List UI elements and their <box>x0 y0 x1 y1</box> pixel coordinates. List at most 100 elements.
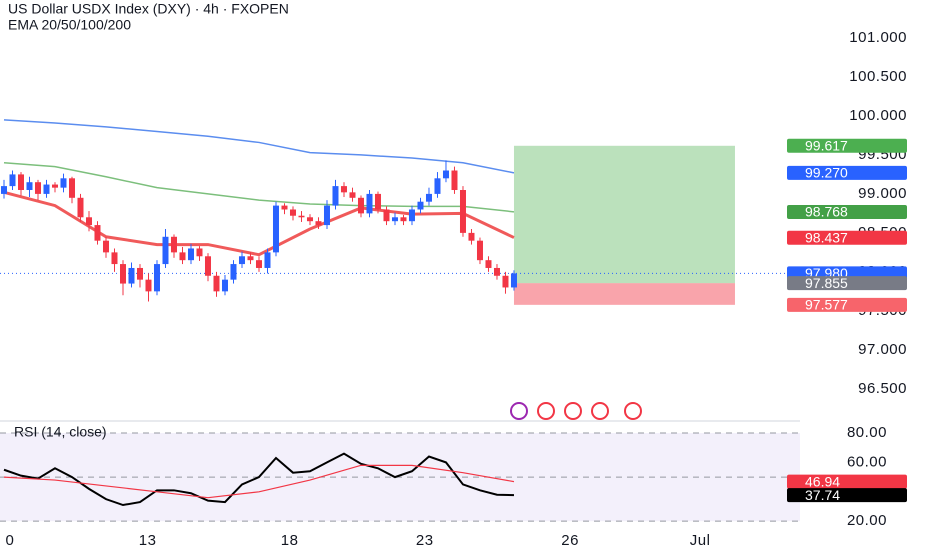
rsi-tick-label: 80.00 <box>847 424 887 441</box>
icon <box>564 402 582 420</box>
price-label: 99.617 <box>805 137 848 153</box>
candle-body <box>306 217 313 222</box>
x-tick-label: 18 <box>281 532 299 549</box>
target-zone <box>513 145 735 284</box>
candle-body <box>349 192 356 198</box>
candle-body <box>510 273 517 288</box>
candle-body <box>281 205 288 210</box>
candle-body <box>425 193 432 202</box>
candle-body <box>264 252 271 268</box>
icon <box>537 402 555 420</box>
candle-body <box>451 170 458 191</box>
candle-body <box>170 236 177 253</box>
candle-body <box>238 256 245 265</box>
candle-body <box>187 248 194 261</box>
stop-zone <box>513 283 735 305</box>
candle-body <box>391 217 398 222</box>
price-label: 98.437 <box>805 229 848 245</box>
candle-body <box>145 279 152 292</box>
candle-body <box>383 209 390 222</box>
candle-body <box>434 178 441 194</box>
rsi-label-box <box>787 474 907 489</box>
rsi-label: 46.94 <box>805 473 840 489</box>
x-tick-label: 26 <box>561 532 579 549</box>
candle-body <box>213 275 220 292</box>
candle-body <box>374 193 381 210</box>
candle-body <box>366 193 373 214</box>
candle-body <box>111 252 118 265</box>
ema-line <box>3 119 515 174</box>
chart-subtitle: EMA 20/50/100/200 <box>8 17 131 33</box>
candle-body <box>400 217 407 222</box>
rsi-label-box <box>787 488 907 503</box>
candle-body <box>357 197 364 214</box>
candle-body <box>493 267 500 276</box>
candle-body <box>94 225 101 241</box>
price-label-box <box>787 230 907 245</box>
candle-body <box>230 264 237 280</box>
candle-body <box>442 170 449 179</box>
rsi-pane <box>0 432 800 522</box>
candle-body <box>272 205 279 253</box>
candle-body <box>247 256 254 261</box>
candle-body <box>51 184 58 188</box>
rsi-label: 37.74 <box>805 487 840 503</box>
rsi-tick-label: 20.00 <box>847 512 887 529</box>
candle-body <box>85 217 92 226</box>
candle-body <box>179 252 186 261</box>
candle-body <box>298 215 305 218</box>
icon <box>624 402 642 420</box>
rsi-tick-label: 60.00 <box>847 453 887 470</box>
price-label: 97.577 <box>805 297 848 313</box>
price-label-box <box>787 204 907 219</box>
x-tick-label: Jul <box>690 532 711 549</box>
candle-body <box>0 186 7 194</box>
candle-body <box>289 209 296 216</box>
candle-body <box>43 184 50 194</box>
candle-body <box>17 174 24 191</box>
candle-body <box>162 236 169 265</box>
candle-body <box>417 201 424 210</box>
rsi-line <box>3 464 515 499</box>
candle-body <box>153 264 160 292</box>
candle-body <box>136 267 143 280</box>
indicator-icons <box>510 402 642 420</box>
candle-body <box>128 267 135 284</box>
price-label-box <box>787 276 907 291</box>
y-tick-label: 97.000 <box>858 341 907 358</box>
y-tick-label: 99.000 <box>858 185 907 202</box>
chart-title: US Dollar USDX Index (DXY) · 4h · FXOPEN <box>8 1 289 17</box>
candle-body <box>204 256 211 276</box>
x-tick-label: 23 <box>416 532 434 549</box>
ema-line <box>3 161 515 213</box>
candle-body <box>77 197 84 218</box>
candle-body <box>26 182 33 191</box>
candle-body <box>340 186 347 193</box>
candle-body <box>408 209 415 222</box>
y-tick-label: 100.500 <box>849 68 907 85</box>
x-tick-label: 13 <box>139 532 157 549</box>
candle-body <box>485 260 492 268</box>
candle-body <box>332 186 339 206</box>
rsi-title: RSI (14, close) <box>14 424 107 440</box>
candle-body <box>102 240 109 253</box>
candle-body <box>68 178 75 198</box>
y-tick-label: 96.500 <box>858 380 907 397</box>
y-tick-label: 101.000 <box>849 29 907 46</box>
price-label-box <box>787 138 907 153</box>
icon <box>510 402 528 420</box>
candle-body <box>323 205 330 226</box>
candle-body <box>119 264 126 284</box>
candle-body <box>502 275 509 288</box>
rsi-line <box>3 452 515 507</box>
price-label: 97.855 <box>805 275 848 291</box>
candle-body <box>9 174 16 187</box>
icon <box>591 402 609 420</box>
price-label-box <box>787 297 907 312</box>
candle-body <box>60 178 67 188</box>
candle-body <box>34 182 41 194</box>
price-pane <box>0 119 800 305</box>
y-tick-label: 100.000 <box>849 107 907 124</box>
candle-body <box>468 232 475 241</box>
